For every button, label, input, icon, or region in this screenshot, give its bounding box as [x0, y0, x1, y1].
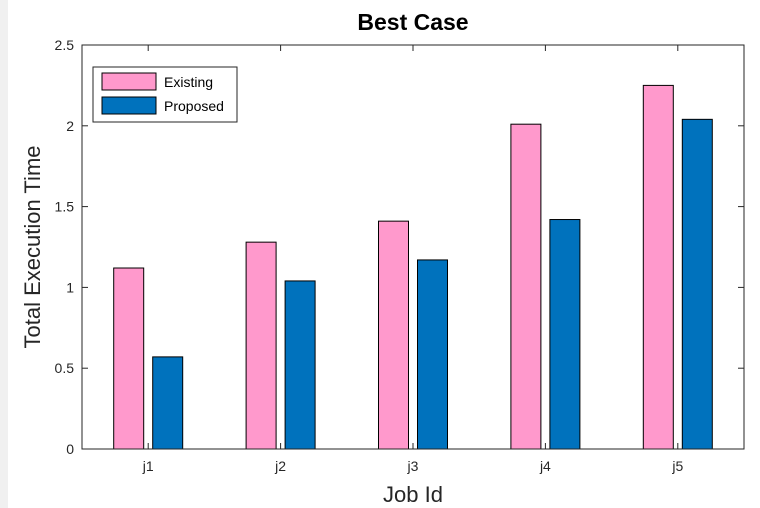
- x-tick-label-j1: j1: [142, 458, 154, 474]
- bar-proposed-j5: [681, 118, 713, 450]
- bar-proposed-j2: [284, 280, 316, 450]
- bar-existing-j1: [113, 267, 145, 450]
- bar-proposed-j3: [417, 259, 448, 450]
- legend-swatch-proposed: [101, 96, 157, 115]
- x-axis-label: Job Id: [383, 482, 443, 507]
- y-tick-label: 0.5: [55, 360, 75, 376]
- bar-existing-j2: [245, 241, 277, 450]
- y-tick-label: 0: [66, 441, 74, 457]
- legend-swatch-existing: [101, 72, 157, 91]
- y-axis-label: Total Execution Time: [20, 146, 45, 349]
- x-tick-label-j2: j2: [274, 458, 286, 474]
- x-tick-label-j4: j4: [539, 458, 551, 474]
- bar-existing-j5: [642, 84, 674, 450]
- bar-proposed-j1: [152, 356, 184, 450]
- legend-label-proposed: Proposed: [164, 98, 224, 114]
- legend-label-existing: Existing: [164, 74, 213, 90]
- y-tick-label: 1: [66, 279, 74, 295]
- bar-existing-j4: [510, 123, 542, 450]
- bar-existing-j3: [378, 220, 409, 450]
- axes-box: [81, 44, 745, 450]
- y-tick-label: 1.5: [55, 199, 75, 215]
- legend: Existing Proposed: [92, 66, 238, 123]
- x-ticks-group: j1 j2 j3 j4 j5: [142, 45, 683, 474]
- bar-proposed-j4: [549, 219, 581, 450]
- y-tick-label: 2.5: [55, 37, 75, 53]
- bars-group: [113, 84, 713, 450]
- chart-title: Best Case: [357, 9, 468, 35]
- y-tick-label: 2: [66, 118, 74, 134]
- x-tick-label-j5: j5: [671, 458, 683, 474]
- x-tick-label-j3: j3: [407, 458, 419, 474]
